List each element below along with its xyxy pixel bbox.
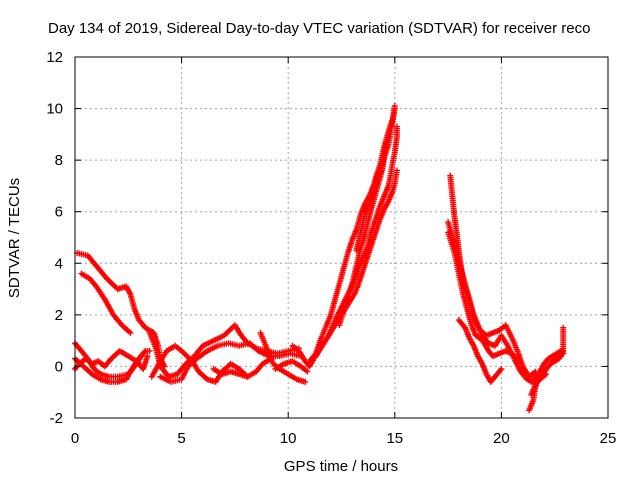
data-point xyxy=(391,102,398,109)
data-point xyxy=(140,350,147,357)
data-track xyxy=(455,317,505,385)
x-axis-label: GPS time / hours xyxy=(284,458,398,475)
data-track xyxy=(78,270,134,336)
data-point xyxy=(302,378,309,385)
y-tick-label: -2 xyxy=(50,410,63,427)
y-tick-label: 12 xyxy=(46,49,63,66)
data-track xyxy=(353,102,398,254)
data-track xyxy=(272,358,311,375)
data-point xyxy=(560,324,567,331)
axis-ticks xyxy=(74,56,609,419)
data-point xyxy=(393,167,400,174)
x-tick-label: 20 xyxy=(493,430,510,447)
data-point xyxy=(560,347,567,354)
data-track xyxy=(528,347,567,398)
data-point xyxy=(144,353,151,360)
chart-title: Day 134 of 2019, Sidereal Day-to-day VTE… xyxy=(48,20,590,37)
data-points xyxy=(72,102,567,414)
x-tick-label: 0 xyxy=(71,430,79,447)
y-tick-label: 10 xyxy=(46,101,63,118)
data-point xyxy=(244,373,251,380)
x-tick-label: 10 xyxy=(280,430,297,447)
data-track xyxy=(148,342,275,385)
y-tick-label: 0 xyxy=(55,358,63,375)
y-axis-label: SDTVAR / TECUs xyxy=(6,178,23,298)
y-tick-label: 8 xyxy=(55,152,63,169)
x-tick-label: 5 xyxy=(177,430,185,447)
data-track xyxy=(72,347,151,373)
data-track xyxy=(257,329,309,385)
plot-frame xyxy=(74,56,609,419)
x-tick-label: 15 xyxy=(386,430,403,447)
data-point xyxy=(304,368,311,375)
data-point xyxy=(127,329,134,336)
x-tick-label: 25 xyxy=(600,430,617,447)
y-tick-label: 2 xyxy=(55,307,63,324)
data-track xyxy=(319,167,400,349)
data-point xyxy=(498,366,505,373)
x-tick-labels: 0 5 10 15 20 25 xyxy=(71,430,617,447)
y-tick-label: 4 xyxy=(55,255,63,272)
data-track xyxy=(210,366,251,380)
y-tick-label: 6 xyxy=(55,204,63,221)
y-tick-labels: -2 0 2 4 6 8 10 12 xyxy=(46,49,63,427)
data-point xyxy=(393,123,400,130)
data-point xyxy=(146,347,153,354)
